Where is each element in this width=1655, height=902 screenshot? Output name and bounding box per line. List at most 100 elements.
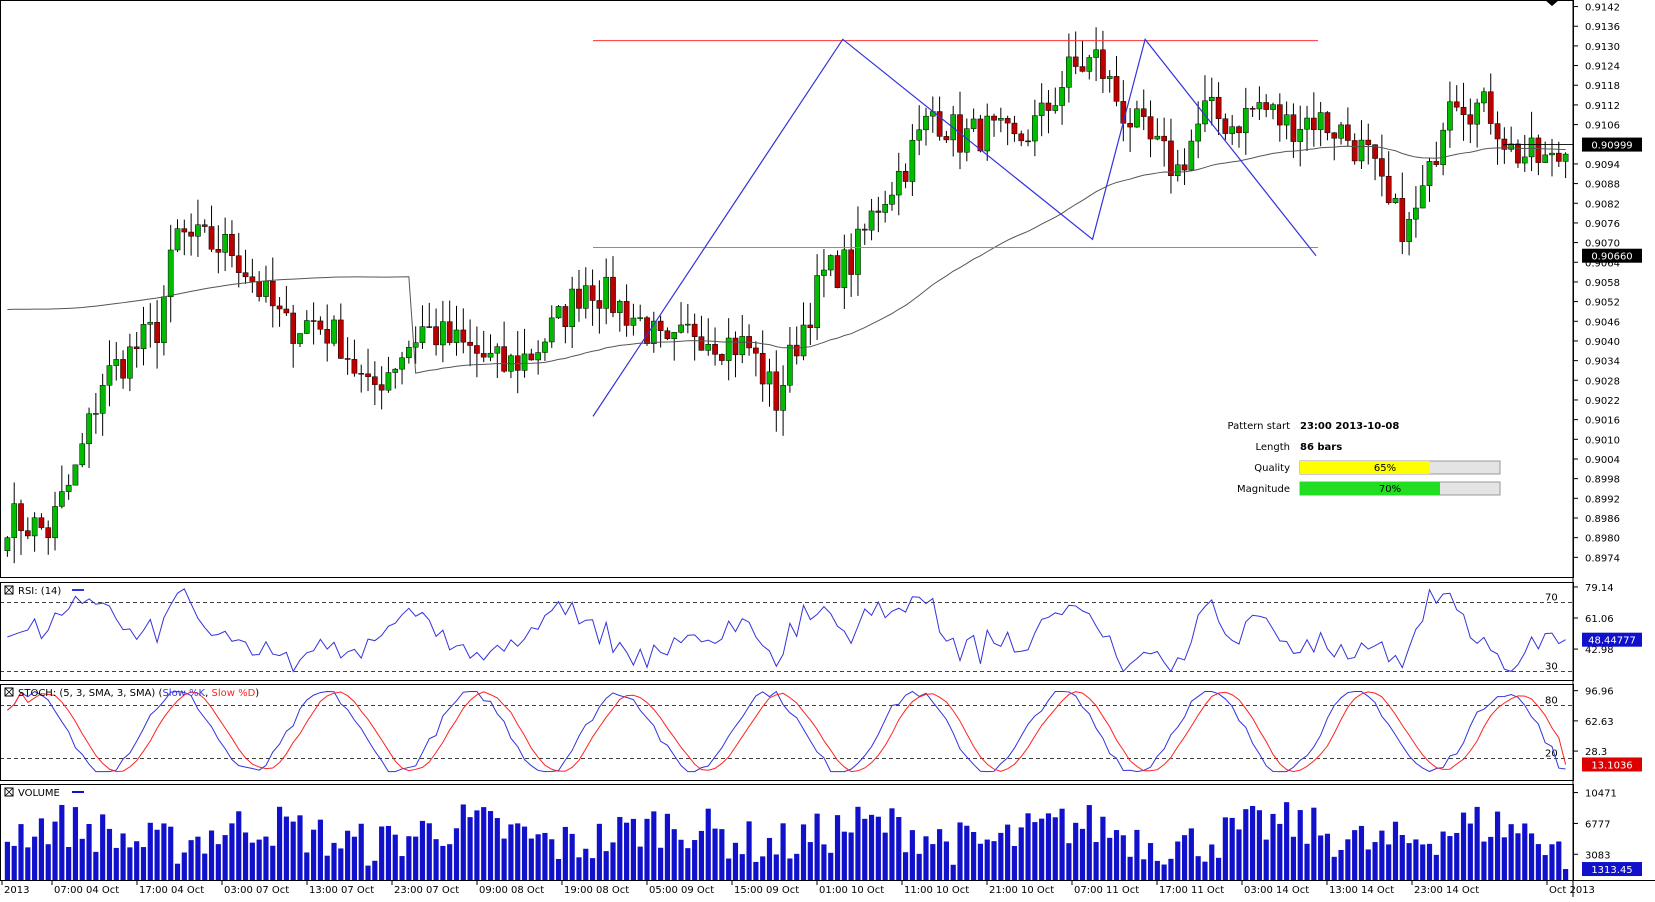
volume-bar [1304,843,1310,880]
candle-body [902,170,909,182]
candle-body [337,319,344,359]
volume-bar [834,815,841,880]
candle-body [181,228,188,233]
candle-body [1066,56,1072,88]
volume-bar [263,836,269,880]
rsi-title-text: RSI: (14) [18,586,61,597]
candle-body [895,170,902,196]
candle-body [494,346,501,354]
volume-bar [896,817,902,880]
moving-average-line [7,145,1566,374]
candle-body [93,413,99,415]
volume-bar [1284,802,1290,880]
candle-body [977,118,984,152]
rsi-collapse-icon[interactable] [4,585,14,595]
volume-bar [1324,833,1331,880]
candle-body [596,300,603,309]
price-tick-label: 0.9076 [1585,219,1620,230]
volume-bar [950,864,956,880]
candle-body [1453,101,1460,108]
candle-body [875,210,882,213]
stoch-collapse-icon[interactable] [4,687,14,697]
volume-bar [38,818,45,880]
volume-bar [705,808,711,880]
candle-body [276,305,283,310]
volume-bar [528,838,534,880]
volume-bar [698,830,705,880]
volume-bar [760,856,766,880]
candle-body [208,226,215,250]
candle-body [1079,66,1086,72]
volume-bar [222,835,228,880]
rsi-level-label: 70 [1545,593,1558,604]
candle-body [1147,116,1154,140]
price-tick-label: 0.9136 [1585,22,1620,33]
price-tick-label: 0.9022 [1585,396,1620,407]
volume-bar [712,828,718,880]
ma-current-label: 0.90660 [1582,248,1642,263]
candle-body [705,344,712,351]
volume-bar [787,858,793,880]
time-tick-label: 17:00 11 Oct [1159,885,1224,896]
volume-bar [1454,832,1460,880]
candle-body [1345,124,1351,141]
volume-bar [1447,836,1453,880]
candle-body [297,333,303,344]
volume-bar [828,852,834,880]
volume-bar [1100,816,1106,880]
volume-bar [596,823,602,880]
volume-bar [161,823,167,880]
volume-bar [800,824,807,880]
candle-body [11,503,18,538]
volume-bar [971,832,977,880]
volume-bar [1263,839,1269,880]
volume-bar [365,865,371,880]
volume-bar [1134,829,1140,880]
volume-tick-label: 10471 [1585,789,1617,800]
price-tick-label: 0.9124 [1585,62,1620,73]
scroll-arrow-icon[interactable] [1545,0,1559,6]
candle-body [984,115,991,152]
candle-body [1311,117,1317,130]
candle-body [133,346,140,350]
volume-bar [113,847,119,880]
candle-body [800,324,807,357]
volume-bar [535,834,541,880]
candle-body [1127,123,1133,128]
candle-body [317,320,324,330]
volume-bar [372,860,378,880]
volume-bar [276,806,283,880]
candle-body [514,355,521,371]
candle-body [290,312,297,344]
candle-body [1317,112,1324,130]
candle-body [161,296,167,343]
volume-bar [671,829,677,880]
candle-body [766,371,773,385]
price-current-label: 0.90999 [1582,137,1642,152]
volume-collapse-icon[interactable] [4,787,14,797]
candle-body [725,337,732,361]
candle-body [1195,123,1201,142]
candle-body [1025,140,1031,143]
candle-body [787,344,793,386]
volume-bar [45,844,51,880]
volume-bar [392,834,398,880]
candle-body [1100,49,1106,79]
volume-bar [324,855,330,880]
volume-bar [270,845,276,880]
volume-bar [583,848,589,880]
volume-bar [236,811,242,880]
volume-bar [637,846,643,880]
price-tick-label: 0.9118 [1585,81,1620,92]
candle-body [52,506,58,539]
candle-body [1549,152,1555,156]
volume-bar [106,828,113,880]
volume-bar [501,838,507,880]
volume-bar [1345,839,1351,880]
candle-body [453,329,460,343]
volume-bar [1066,843,1072,880]
candle-body [569,288,575,327]
candle-body [1249,108,1256,110]
volume-bar [1386,844,1392,880]
candle-body [678,324,684,333]
